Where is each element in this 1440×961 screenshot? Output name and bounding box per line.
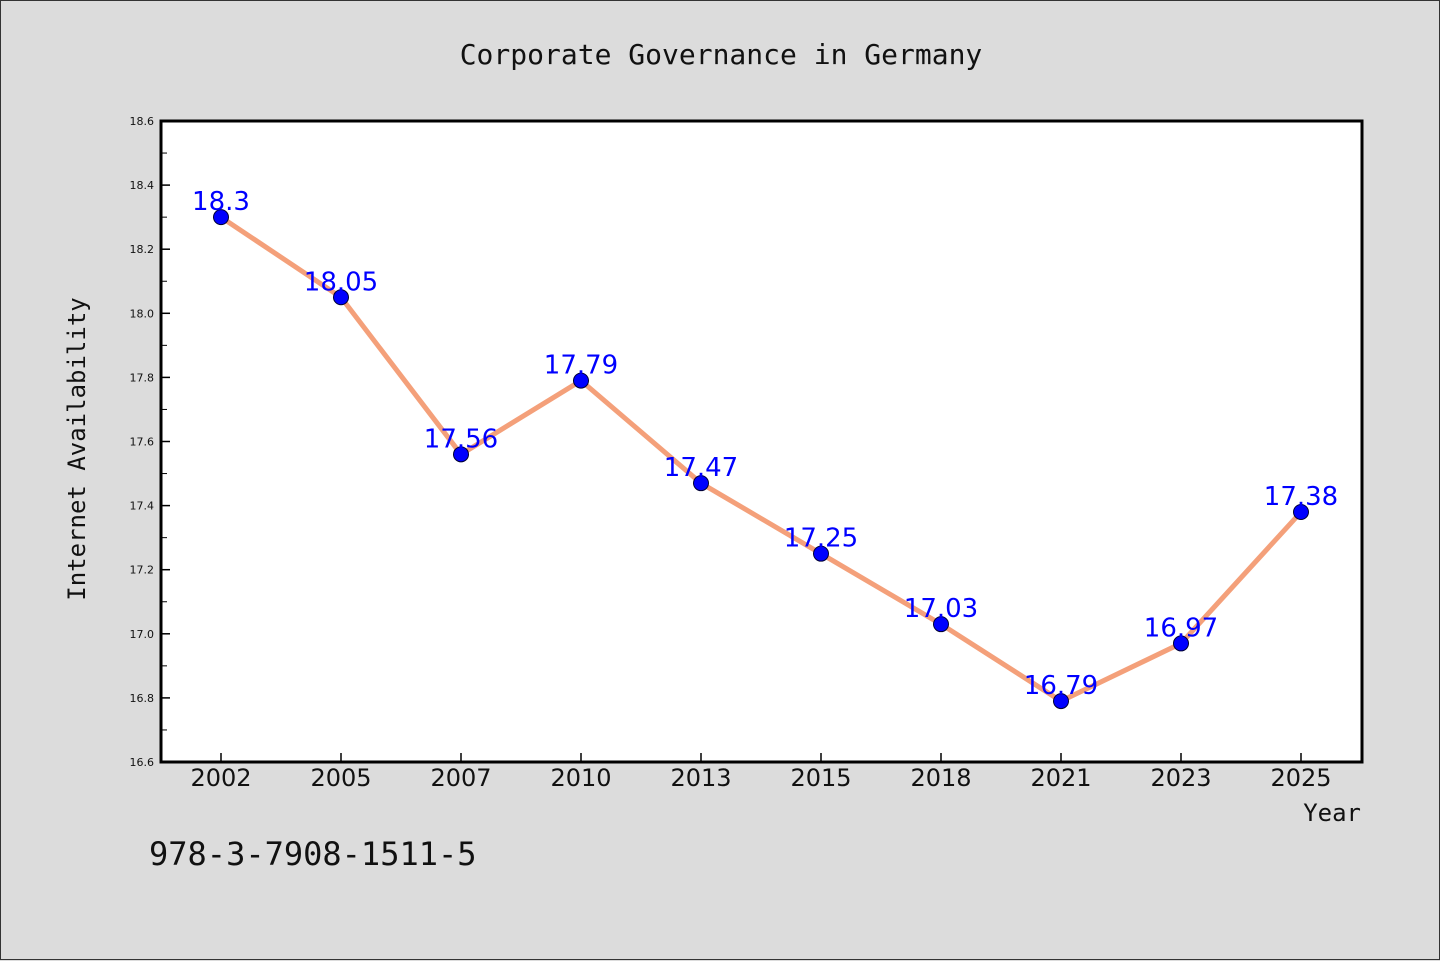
chart-title: Corporate Governance in Germany (460, 38, 983, 71)
y-tick-label: 17.0 (130, 628, 155, 641)
data-label: 17.47 (664, 453, 738, 483)
x-tick-label: 2018 (910, 764, 971, 792)
data-label: 18.3 (192, 187, 250, 217)
data-label: 17.79 (544, 351, 618, 381)
data-point (1053, 693, 1069, 710)
y-tick-label: 18.4 (130, 179, 155, 192)
data-label: 16.79 (1024, 671, 1098, 701)
data-point (333, 289, 349, 306)
y-axis: 16.6 16.8 17.0 17.2 17.4 17.6 17.8 18.0 18.2 18.4… (130, 115, 170, 769)
y-tick-label: 17.8 (130, 371, 155, 384)
data-point (1293, 504, 1309, 521)
data-point (813, 545, 829, 562)
y-tick-label: 17.4 (130, 500, 155, 513)
y-tick-label: 17.2 (130, 564, 155, 577)
plot-area (161, 121, 1362, 762)
data-point (453, 446, 469, 463)
x-axis: 2002 2005 2007 2010 2013 2015 2018 2021 2023 2025 (190, 753, 1332, 792)
footer-code: 978-3-7908-1511-5 (149, 835, 477, 873)
data-label: 17.56 (424, 424, 498, 454)
x-tick-label: 2007 (430, 764, 491, 792)
series-markers (213, 209, 1309, 710)
x-tick-label: 2002 (190, 764, 251, 792)
y-tick-label: 17.6 (130, 436, 155, 449)
x-tick-label: 2010 (550, 764, 611, 792)
x-tick-label: 2025 (1270, 764, 1331, 792)
y-tick-label: 16.8 (130, 692, 155, 705)
data-point (933, 616, 949, 633)
x-tick-label: 2015 (790, 764, 851, 792)
y-tick-label: 16.6 (130, 756, 155, 769)
x-tick-label: 2023 (1150, 764, 1211, 792)
plot-border (159, 119, 1364, 764)
x-tick-label: 2021 (1030, 764, 1091, 792)
x-axis-label: Year (1303, 799, 1361, 827)
data-point (573, 372, 589, 389)
data-label: 18.05 (304, 267, 378, 297)
x-tick-label: 2013 (670, 764, 731, 792)
data-label: 17.25 (784, 524, 858, 554)
series-line (218, 214, 1304, 704)
data-point (693, 475, 709, 492)
data-label: 17.03 (904, 594, 978, 624)
data-labels: 18.3 18.05 17.56 17.79 17.47 17.25 17.03 16.79 1… (192, 187, 1338, 701)
y-axis-label: Internet Availability (63, 297, 91, 600)
x-tick-label: 2005 (310, 764, 371, 792)
y-tick-label: 18.0 (130, 307, 155, 320)
data-label: 16.97 (1144, 613, 1218, 643)
data-point (213, 209, 229, 226)
data-point (1173, 635, 1189, 652)
data-label: 17.38 (1264, 482, 1338, 512)
y-tick-label: 18.2 (130, 243, 155, 256)
y-tick-label: 18.6 (130, 115, 155, 128)
